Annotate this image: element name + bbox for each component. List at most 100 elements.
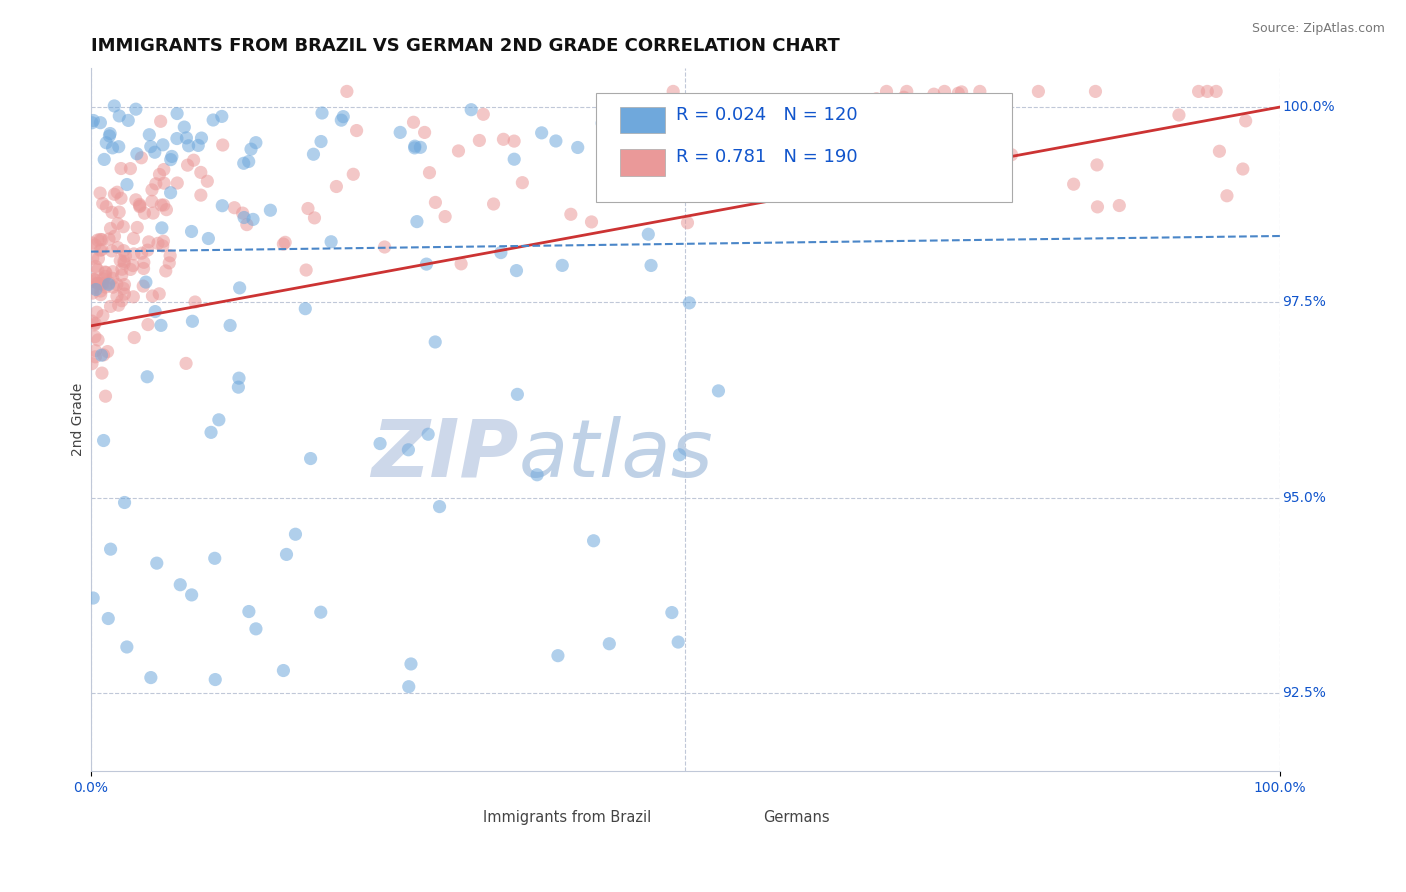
- Point: [429, 500, 451, 514]
- Point: [132, 255, 155, 269]
- Point: [174, 356, 197, 370]
- Point: [112, 254, 135, 268]
- Point: [83, 273, 105, 287]
- Point: [107, 298, 129, 312]
- Point: [84, 260, 107, 274]
- Point: [969, 84, 991, 98]
- Point: [91, 366, 114, 380]
- Point: [1084, 84, 1107, 98]
- Point: [111, 293, 134, 308]
- Point: [1208, 145, 1230, 159]
- Point: [530, 126, 553, 140]
- Point: [950, 85, 973, 99]
- Point: [87, 233, 110, 247]
- Point: [125, 146, 148, 161]
- Text: 97.5%: 97.5%: [1282, 295, 1326, 310]
- Point: [120, 161, 142, 176]
- Point: [242, 212, 264, 227]
- Point: [240, 142, 263, 156]
- Point: [184, 295, 207, 310]
- Point: [139, 139, 162, 153]
- Point: [111, 268, 134, 283]
- Point: [155, 264, 177, 278]
- Point: [101, 141, 124, 155]
- Point: [82, 235, 104, 250]
- Point: [245, 622, 267, 636]
- Point: [1087, 200, 1109, 214]
- Point: [551, 259, 574, 273]
- Text: 95.0%: 95.0%: [1282, 491, 1326, 505]
- Point: [865, 92, 887, 106]
- Point: [503, 152, 526, 166]
- Point: [965, 177, 987, 191]
- Point: [948, 87, 970, 101]
- Point: [148, 286, 170, 301]
- Point: [166, 131, 188, 145]
- Point: [202, 113, 225, 128]
- Point: [434, 210, 457, 224]
- Point: [678, 296, 700, 310]
- Point: [505, 263, 527, 277]
- Point: [245, 136, 267, 150]
- Point: [93, 434, 115, 448]
- Point: [89, 116, 111, 130]
- Point: [176, 131, 198, 145]
- Point: [409, 140, 432, 154]
- Point: [173, 120, 195, 134]
- Point: [122, 330, 145, 344]
- Point: [93, 153, 115, 167]
- Point: [131, 151, 153, 165]
- Point: [91, 309, 114, 323]
- Point: [152, 198, 174, 212]
- Point: [80, 274, 103, 288]
- Point: [90, 348, 112, 362]
- Point: [128, 200, 150, 214]
- Point: [142, 206, 165, 220]
- Point: [115, 640, 138, 654]
- Point: [122, 231, 145, 245]
- Point: [138, 235, 160, 249]
- Point: [86, 262, 108, 277]
- Point: [96, 136, 118, 150]
- Point: [325, 179, 347, 194]
- Point: [169, 578, 191, 592]
- Point: [219, 318, 242, 333]
- Point: [112, 281, 135, 295]
- Point: [697, 143, 720, 157]
- Point: [273, 664, 295, 678]
- Point: [98, 276, 121, 290]
- Point: [152, 234, 174, 248]
- FancyBboxPatch shape: [721, 810, 755, 825]
- Point: [598, 637, 620, 651]
- Point: [82, 252, 104, 266]
- Point: [560, 207, 582, 221]
- Point: [84, 316, 107, 330]
- Point: [108, 109, 131, 123]
- Point: [91, 272, 114, 286]
- Point: [90, 243, 112, 257]
- Point: [1028, 84, 1050, 98]
- Point: [125, 102, 148, 116]
- Point: [418, 166, 440, 180]
- Point: [141, 183, 163, 197]
- Point: [94, 389, 117, 403]
- Point: [83, 329, 105, 343]
- Point: [146, 236, 169, 251]
- Point: [567, 140, 589, 154]
- Point: [90, 287, 112, 301]
- Point: [195, 174, 218, 188]
- Point: [399, 657, 422, 671]
- Point: [114, 495, 136, 509]
- Point: [224, 201, 246, 215]
- Point: [115, 178, 138, 192]
- Point: [666, 635, 689, 649]
- Point: [200, 425, 222, 440]
- Point: [668, 448, 690, 462]
- Point: [146, 556, 169, 570]
- Point: [153, 162, 176, 177]
- Point: [100, 221, 122, 235]
- Point: [425, 195, 447, 210]
- Point: [150, 198, 173, 212]
- Point: [620, 139, 643, 153]
- Point: [1108, 198, 1130, 212]
